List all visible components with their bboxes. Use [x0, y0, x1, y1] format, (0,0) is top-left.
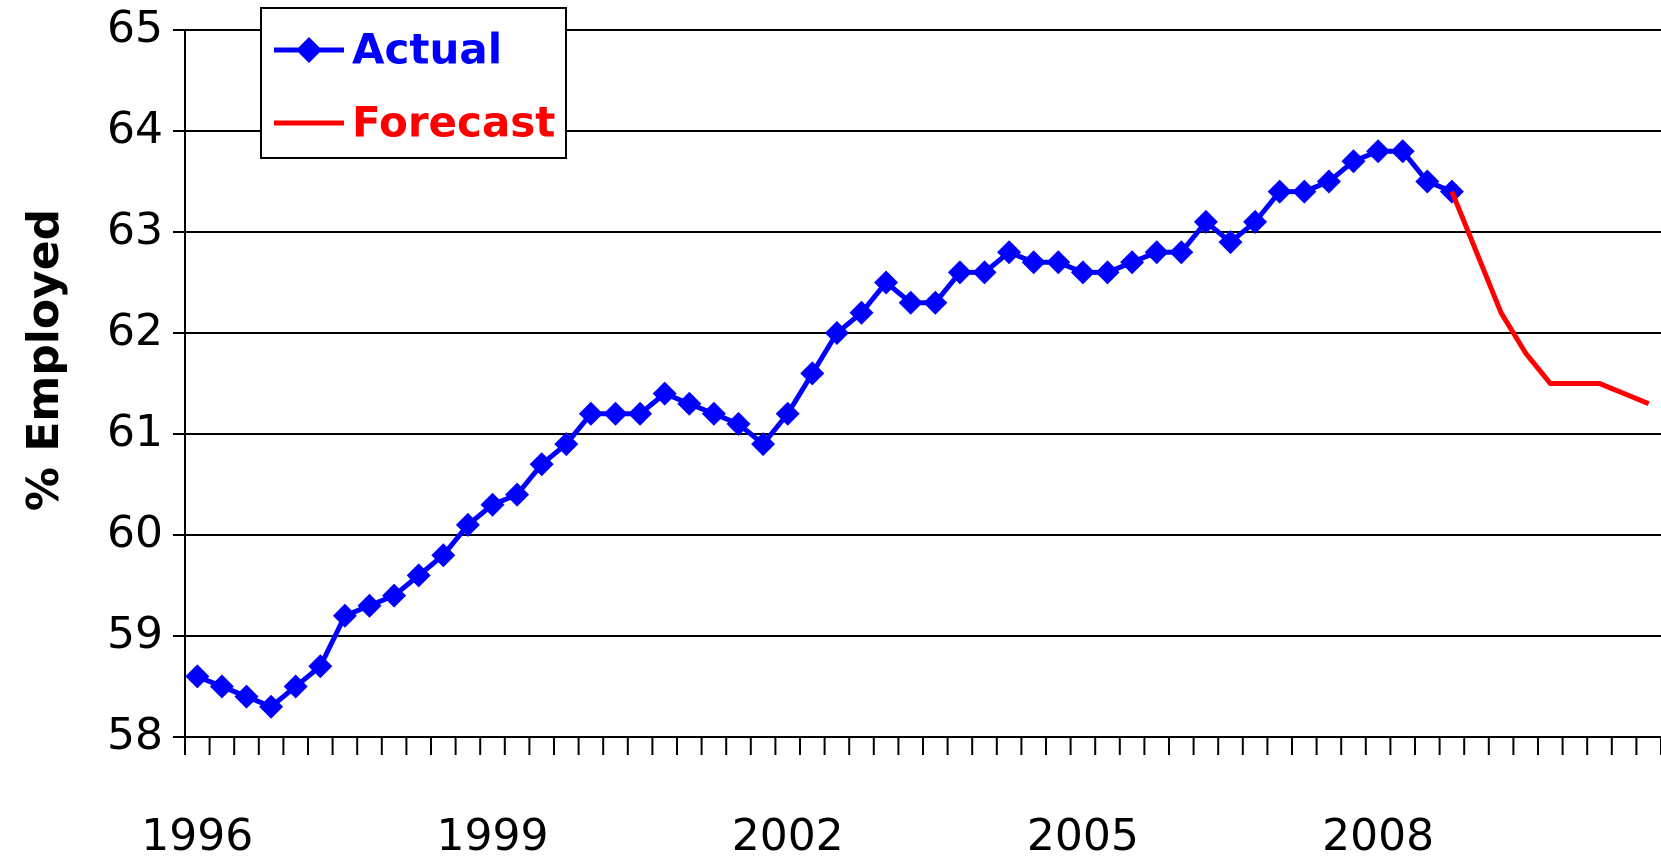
- marker: [775, 401, 800, 426]
- marker: [529, 452, 554, 477]
- marker: [603, 401, 628, 426]
- marker: [1415, 169, 1440, 194]
- marker: [1095, 260, 1120, 285]
- y-tick-label: 60: [107, 507, 163, 558]
- marker: [1046, 250, 1071, 275]
- marker: [1021, 250, 1046, 275]
- marker: [1316, 169, 1341, 194]
- marker: [677, 391, 702, 416]
- marker: [431, 543, 456, 568]
- marker: [283, 674, 308, 699]
- y-tick-label: 59: [107, 608, 163, 659]
- marker: [628, 401, 653, 426]
- marker: [849, 300, 874, 325]
- marker: [1070, 260, 1095, 285]
- marker: [1267, 179, 1292, 204]
- marker: [898, 290, 923, 315]
- y-tick-label: 64: [107, 103, 163, 154]
- marker: [874, 270, 899, 295]
- marker: [972, 260, 997, 285]
- marker: [1120, 250, 1145, 275]
- marker: [824, 321, 849, 345]
- x-tick-label: 1996: [141, 810, 253, 857]
- y-tick-label: 58: [107, 709, 163, 760]
- marker: [234, 684, 259, 709]
- marker: [185, 664, 210, 689]
- legend-label: Forecast: [352, 98, 555, 147]
- marker: [1292, 179, 1317, 204]
- legend-box: [260, 7, 567, 159]
- marker: [209, 674, 234, 699]
- marker: [480, 492, 505, 517]
- marker: [554, 432, 579, 457]
- marker: [406, 563, 431, 588]
- x-tick-label: 1999: [437, 810, 549, 857]
- marker: [652, 381, 677, 406]
- legend-label: Actual: [352, 25, 502, 74]
- marker: [701, 401, 726, 426]
- marker: [751, 432, 776, 457]
- x-tick-label: 2005: [1027, 810, 1139, 857]
- series-line: [196, 148, 1453, 710]
- marker: [1243, 209, 1268, 234]
- marker: [357, 593, 382, 618]
- marker: [1366, 139, 1391, 164]
- marker: [1218, 230, 1243, 255]
- marker: [382, 583, 407, 608]
- y-tick-label: 63: [107, 204, 163, 255]
- marker: [455, 512, 480, 537]
- marker: [726, 411, 751, 436]
- marker: [947, 260, 972, 285]
- legend-marker: [296, 37, 322, 63]
- marker: [800, 361, 825, 386]
- marker: [1193, 209, 1218, 234]
- y-tick-label: 62: [107, 305, 163, 356]
- x-tick-label: 2008: [1322, 810, 1434, 857]
- marker: [308, 654, 333, 679]
- legend: Actual Forecast: [260, 7, 567, 159]
- marker: [578, 401, 603, 426]
- marker: [505, 482, 530, 507]
- marker: [1390, 139, 1415, 164]
- y-tick-label: 65: [107, 2, 163, 53]
- marker: [1341, 149, 1366, 174]
- marker: [1144, 240, 1169, 265]
- series-line: [1449, 190, 1650, 407]
- x-tick-label: 2002: [732, 810, 844, 857]
- marker: [997, 240, 1022, 265]
- marker: [332, 603, 357, 628]
- marker: [923, 290, 948, 315]
- y-axis-label: % Employed: [18, 209, 69, 511]
- marker: [259, 694, 284, 719]
- marker: [1169, 240, 1194, 265]
- y-tick-label: 61: [107, 406, 163, 457]
